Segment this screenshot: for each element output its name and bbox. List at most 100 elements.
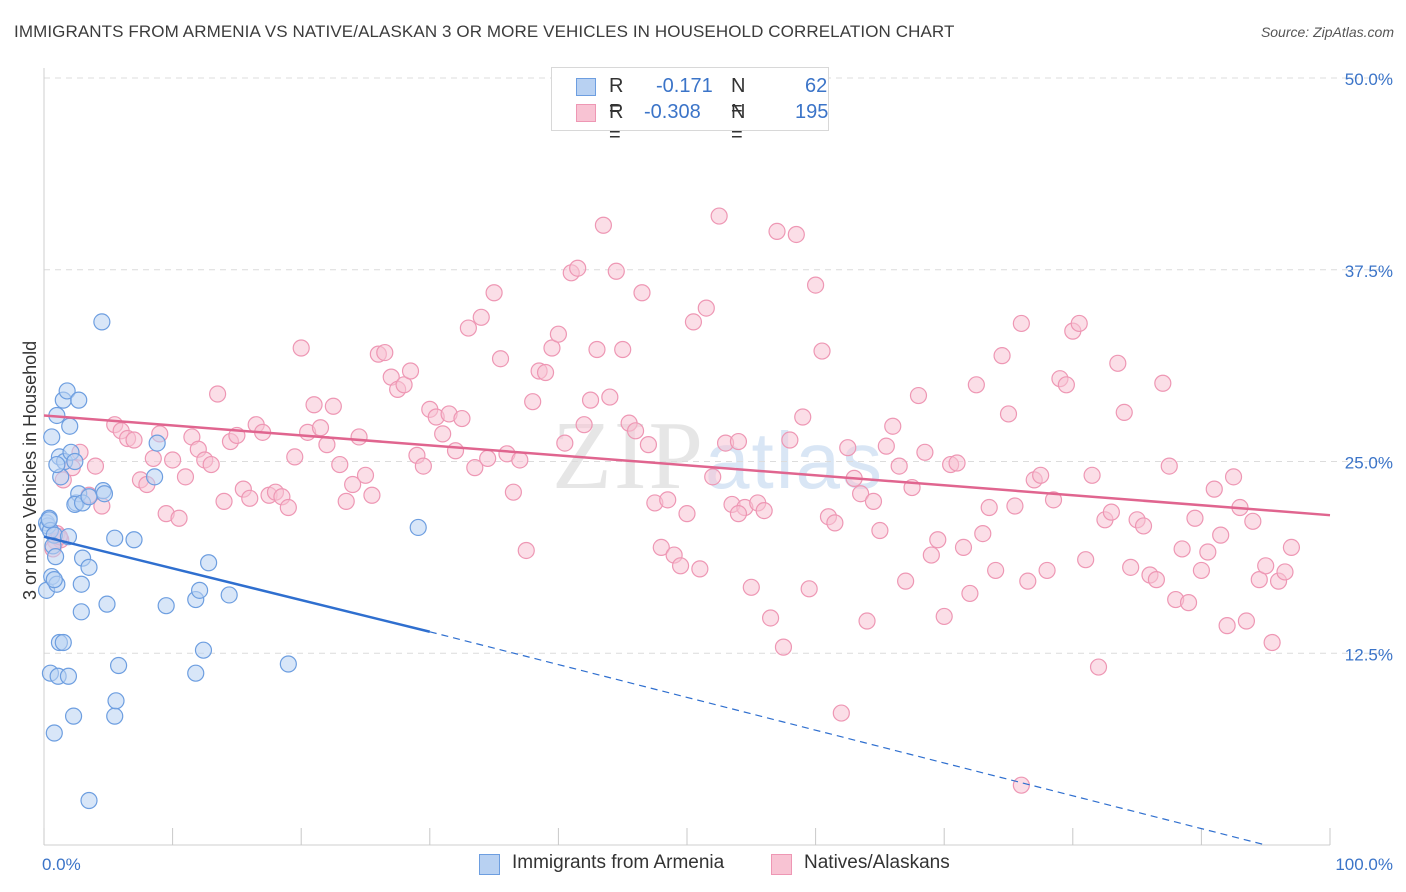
natives-point bbox=[1154, 374, 1172, 392]
natives-point bbox=[1032, 466, 1050, 484]
armenia-point bbox=[98, 595, 116, 613]
natives-point bbox=[1057, 376, 1075, 394]
natives-point bbox=[691, 560, 709, 578]
natives-point bbox=[588, 340, 606, 359]
natives-point bbox=[594, 216, 613, 234]
natives-point bbox=[884, 417, 902, 435]
natives-point bbox=[1109, 354, 1127, 372]
natives-point bbox=[86, 457, 105, 475]
armenia-point bbox=[145, 468, 164, 486]
y-tick-label: 25.0% bbox=[1345, 454, 1393, 473]
natives-point bbox=[626, 422, 645, 440]
armenia-point bbox=[72, 575, 90, 593]
natives-point bbox=[1160, 457, 1178, 475]
bottom-legend-swatch-armenia bbox=[479, 854, 500, 875]
armenia-point bbox=[70, 391, 88, 409]
natives-point bbox=[479, 449, 497, 468]
natives-point bbox=[697, 299, 715, 317]
natives-point bbox=[395, 376, 413, 394]
natives-point bbox=[871, 521, 889, 540]
natives-point bbox=[1237, 612, 1256, 630]
natives-point bbox=[311, 419, 330, 437]
natives-point bbox=[459, 319, 477, 337]
armenia-point bbox=[59, 667, 78, 685]
natives-point bbox=[1205, 480, 1223, 498]
natives-point bbox=[453, 409, 471, 428]
natives-point bbox=[1186, 509, 1204, 527]
natives-point bbox=[1224, 468, 1243, 486]
natives-point bbox=[170, 509, 188, 527]
natives-point bbox=[292, 339, 310, 357]
natives-point bbox=[549, 325, 568, 343]
natives-point bbox=[337, 492, 355, 510]
natives-point bbox=[897, 572, 915, 590]
armenia-point bbox=[200, 554, 218, 572]
natives-point bbox=[1147, 571, 1165, 589]
natives-point bbox=[929, 531, 947, 549]
armenia-point bbox=[409, 518, 427, 537]
x-tick-label-max: 100.0% bbox=[1335, 855, 1393, 874]
natives-point bbox=[324, 397, 342, 415]
natives-point bbox=[401, 362, 420, 380]
armenia-point bbox=[61, 417, 79, 435]
natives-point bbox=[890, 457, 908, 475]
natives-point bbox=[1070, 314, 1088, 333]
natives-point bbox=[671, 557, 690, 575]
armenia-point bbox=[54, 633, 72, 652]
natives-point bbox=[922, 546, 940, 564]
natives-point bbox=[1192, 561, 1211, 580]
natives-point bbox=[1122, 558, 1140, 576]
natives-point bbox=[1019, 572, 1037, 590]
natives-point bbox=[331, 455, 349, 474]
natives-point bbox=[800, 580, 818, 598]
armenia-point bbox=[106, 707, 124, 725]
natives-point bbox=[569, 259, 587, 277]
natives-point bbox=[356, 466, 375, 484]
natives-point bbox=[832, 704, 850, 722]
natives-point bbox=[279, 498, 297, 517]
natives-point bbox=[504, 483, 522, 501]
watermark-atlas: atlas bbox=[705, 416, 884, 505]
y-tick-label: 50.0% bbox=[1345, 70, 1393, 89]
natives-point bbox=[1038, 561, 1056, 580]
armenia-point bbox=[220, 586, 238, 604]
natives-point bbox=[176, 468, 195, 486]
natives-point bbox=[852, 485, 870, 503]
armenia-point bbox=[107, 692, 125, 710]
armenia-point bbox=[45, 571, 63, 589]
armenia-point bbox=[95, 485, 114, 503]
natives-point bbox=[241, 489, 259, 507]
natives-point bbox=[1199, 543, 1217, 561]
natives-point bbox=[1006, 497, 1024, 515]
natives-point bbox=[202, 455, 220, 474]
natives-point bbox=[935, 607, 953, 626]
natives-point bbox=[376, 343, 394, 362]
natives-point bbox=[768, 222, 786, 240]
natives-trend-line bbox=[43, 414, 1331, 517]
natives-point bbox=[466, 459, 484, 477]
natives-point bbox=[517, 541, 535, 560]
legend-n-value-armenia: 62 bbox=[805, 75, 828, 97]
natives-point bbox=[1083, 466, 1101, 484]
natives-point bbox=[1044, 491, 1063, 509]
natives-point bbox=[794, 408, 812, 426]
natives-point bbox=[877, 437, 895, 455]
natives-point bbox=[678, 505, 696, 523]
natives-point bbox=[729, 432, 748, 451]
chart-title: IMMIGRANTS FROM ARMENIA VS NATIVE/ALASKA… bbox=[14, 22, 955, 41]
natives-point bbox=[543, 339, 561, 357]
natives-point bbox=[729, 505, 748, 523]
armenia-point bbox=[64, 707, 83, 725]
natives-point bbox=[1282, 538, 1301, 557]
natives-point bbox=[125, 431, 143, 449]
natives-point bbox=[614, 340, 632, 359]
armenia-point bbox=[48, 455, 66, 474]
armenia-trend-extension bbox=[429, 631, 1266, 846]
legend-swatch-natives bbox=[576, 104, 596, 122]
natives-point bbox=[999, 405, 1018, 423]
natives-point bbox=[1218, 617, 1236, 635]
natives-point bbox=[1263, 633, 1281, 652]
source-label: Source: ZipAtlas.com bbox=[1260, 24, 1394, 40]
natives-point bbox=[787, 225, 805, 244]
